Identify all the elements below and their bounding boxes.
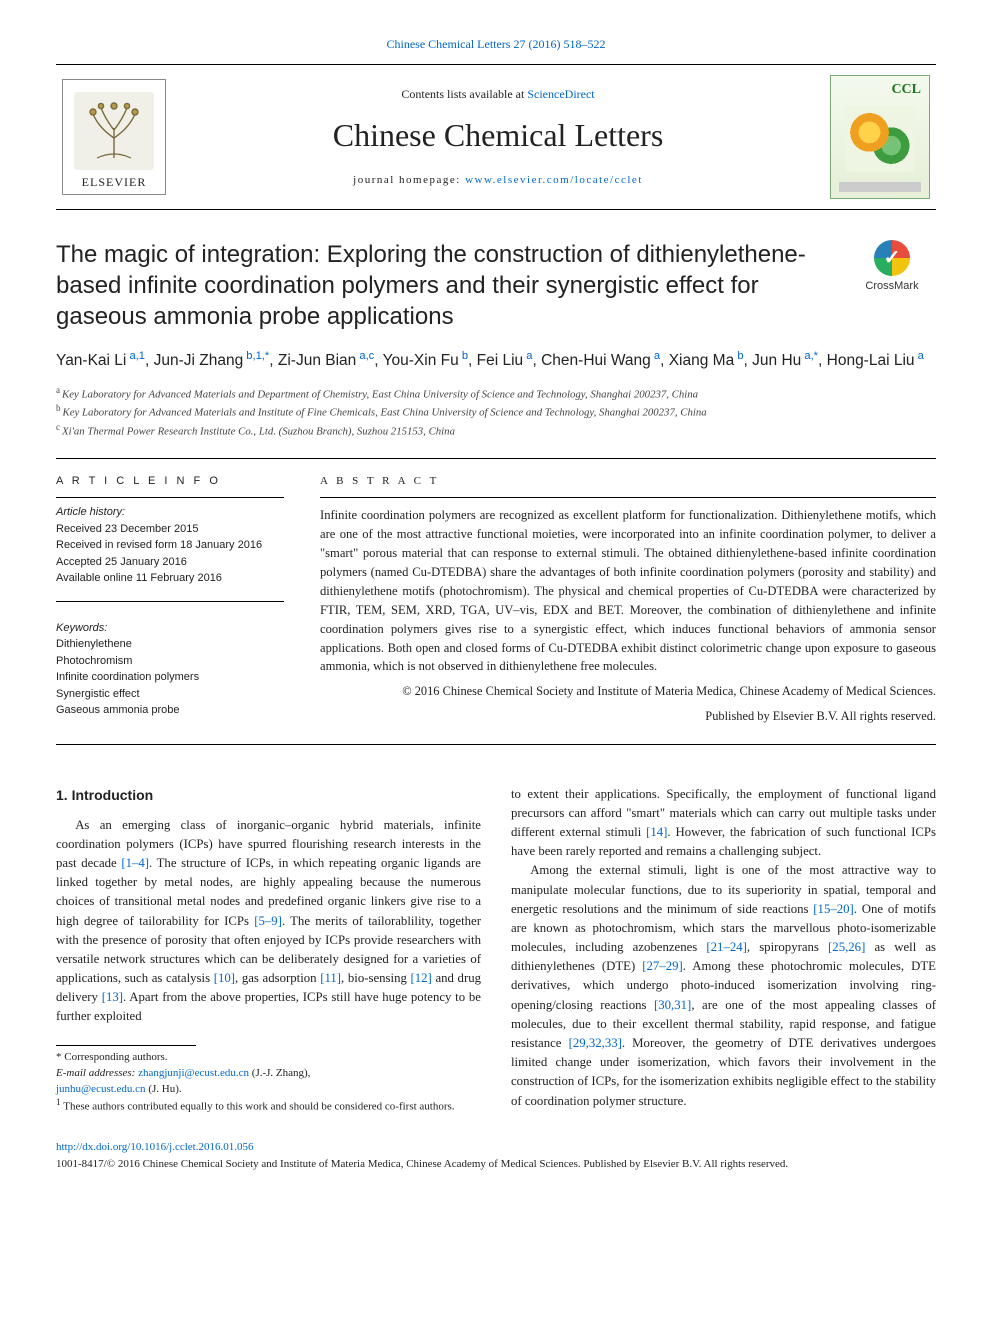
author-list: Yan-Kai Li a,1, Jun-Ji Zhang b,1,*, Zi-J… xyxy=(56,348,936,373)
history-line-2: Received in revised form 18 January 2016 xyxy=(56,537,284,554)
elsevier-wordmark: ELSEVIER xyxy=(82,174,147,190)
keyword-4: Synergistic effect xyxy=(56,686,284,703)
equal-contrib-note: 1 These authors contributed equally to t… xyxy=(56,1097,481,1116)
history-line-1: Received 23 December 2015 xyxy=(56,521,284,538)
intro-heading: 1. Introduction xyxy=(56,785,481,806)
abstract-divider xyxy=(320,497,936,498)
article-title: The magic of integration: Exploring the … xyxy=(56,240,834,332)
issue-citation-link[interactable]: Chinese Chemical Letters 27 (2016) 518–5… xyxy=(387,37,606,51)
crossmark-badge[interactable]: ✓ CrossMark xyxy=(848,240,936,294)
keyword-5: Gaseous ammonia probe xyxy=(56,702,284,719)
email-hu[interactable]: junhu@ecust.edu.cn xyxy=(56,1083,146,1095)
abstract-copyright-2: Published by Elsevier B.V. All rights re… xyxy=(320,707,936,726)
email-line: E-mail addresses: zhangjunji@ecust.edu.c… xyxy=(56,1066,481,1082)
affiliation-b: bKey Laboratory for Advanced Materials a… xyxy=(56,402,936,421)
intro-para-1-cont: to extent their applications. Specifical… xyxy=(511,785,936,862)
email-zhang[interactable]: zhangjunji@ecust.edu.cn xyxy=(138,1067,249,1079)
homepage-link[interactable]: www.elsevier.com/locate/cclet xyxy=(465,174,643,186)
body-columns: 1. Introduction As an emerging class of … xyxy=(56,785,936,1116)
abstract-text: Infinite coordination polymers are recog… xyxy=(320,506,936,676)
ref-12[interactable]: [12] xyxy=(411,971,432,985)
corresponding-label: * Corresponding authors. xyxy=(56,1050,481,1066)
cover-art-icon xyxy=(845,106,915,172)
affiliation-a: aKey Laboratory for Advanced Materials a… xyxy=(56,384,936,403)
section-divider-2 xyxy=(56,744,936,745)
ref-30-31[interactable]: [30,31] xyxy=(654,998,691,1012)
ref-10[interactable]: [10] xyxy=(214,971,235,985)
check-icon: ✓ xyxy=(884,245,901,272)
intro-para-1: As an emerging class of inorganic–organi… xyxy=(56,816,481,1027)
masthead: ELSEVIER Contents lists available at Sci… xyxy=(56,64,936,210)
abstract-copyright-1: © 2016 Chinese Chemical Society and Inst… xyxy=(320,682,936,701)
keywords-label: Keywords: xyxy=(56,620,284,637)
article-info: A R T I C L E I N F O Article history: R… xyxy=(56,473,284,726)
elsevier-logo: ELSEVIER xyxy=(62,79,166,195)
abstract: A B S T R A C T Infinite coordination po… xyxy=(320,473,936,726)
elsevier-tree-icon xyxy=(74,92,154,170)
footer-copyright: 1001-8417/© 2016 Chinese Chemical Societ… xyxy=(56,1157,936,1172)
doi-line: http://dx.doi.org/10.1016/j.cclet.2016.0… xyxy=(56,1140,936,1155)
keyword-3: Infinite coordination polymers xyxy=(56,669,284,686)
ref-21-24[interactable]: [21–24] xyxy=(706,940,747,954)
article-info-heading: A R T I C L E I N F O xyxy=(56,473,284,490)
contents-prefix: Contents lists available at xyxy=(401,87,527,101)
journal-cover-thumb: CCL xyxy=(830,75,930,199)
info-divider xyxy=(56,497,284,498)
ref-13[interactable]: [13] xyxy=(102,990,123,1004)
ref-5-9[interactable]: [5–9] xyxy=(254,914,282,928)
affiliations: aKey Laboratory for Advanced Materials a… xyxy=(56,384,936,440)
section-divider xyxy=(56,458,936,459)
cover-ccl-label: CCL xyxy=(891,81,921,100)
history-label: Article history: xyxy=(56,504,284,521)
crossmark-icon: ✓ xyxy=(874,240,910,276)
journal-name: Chinese Chemical Letters xyxy=(180,114,816,157)
issue-citation: Chinese Chemical Letters 27 (2016) 518–5… xyxy=(56,36,936,52)
ref-15-20[interactable]: [15–20] xyxy=(813,902,854,916)
ref-11[interactable]: [11] xyxy=(320,971,341,985)
ref-1-4[interactable]: [1–4] xyxy=(121,856,149,870)
doi-link[interactable]: http://dx.doi.org/10.1016/j.cclet.2016.0… xyxy=(56,1141,253,1153)
email-line-2: junhu@ecust.edu.cn (J. Hu). xyxy=(56,1082,481,1098)
crossmark-label: CrossMark xyxy=(865,279,918,294)
affiliation-c: cXi'an Thermal Power Research Institute … xyxy=(56,421,936,440)
history-line-3: Accepted 25 January 2016 xyxy=(56,554,284,571)
corresponding-block: * Corresponding authors. E-mail addresse… xyxy=(56,1050,481,1116)
footnote-divider xyxy=(56,1045,196,1046)
intro-para-2: Among the external stimuli, light is one… xyxy=(511,861,936,1110)
keyword-1: Dithienylethene xyxy=(56,636,284,653)
sciencedirect-link[interactable]: ScienceDirect xyxy=(527,87,594,101)
cover-footer-bar xyxy=(839,182,921,192)
keyword-2: Photochromism xyxy=(56,653,284,670)
abstract-heading: A B S T R A C T xyxy=(320,473,936,490)
history-line-4: Available online 11 February 2016 xyxy=(56,570,284,587)
info-abstract-row: A R T I C L E I N F O Article history: R… xyxy=(56,473,936,726)
journal-homepage: journal homepage: www.elsevier.com/locat… xyxy=(180,173,816,188)
ref-29-32-33[interactable]: [29,32,33] xyxy=(569,1036,622,1050)
masthead-center: Contents lists available at ScienceDirec… xyxy=(180,86,816,188)
ref-25-26[interactable]: [25,26] xyxy=(828,940,865,954)
email-label: E-mail addresses: xyxy=(56,1067,135,1079)
ref-27-29[interactable]: [27–29] xyxy=(642,959,683,973)
ref-14[interactable]: [14] xyxy=(646,825,667,839)
info-divider-2 xyxy=(56,601,284,602)
homepage-prefix: journal homepage: xyxy=(353,174,465,186)
contents-line: Contents lists available at ScienceDirec… xyxy=(180,86,816,102)
